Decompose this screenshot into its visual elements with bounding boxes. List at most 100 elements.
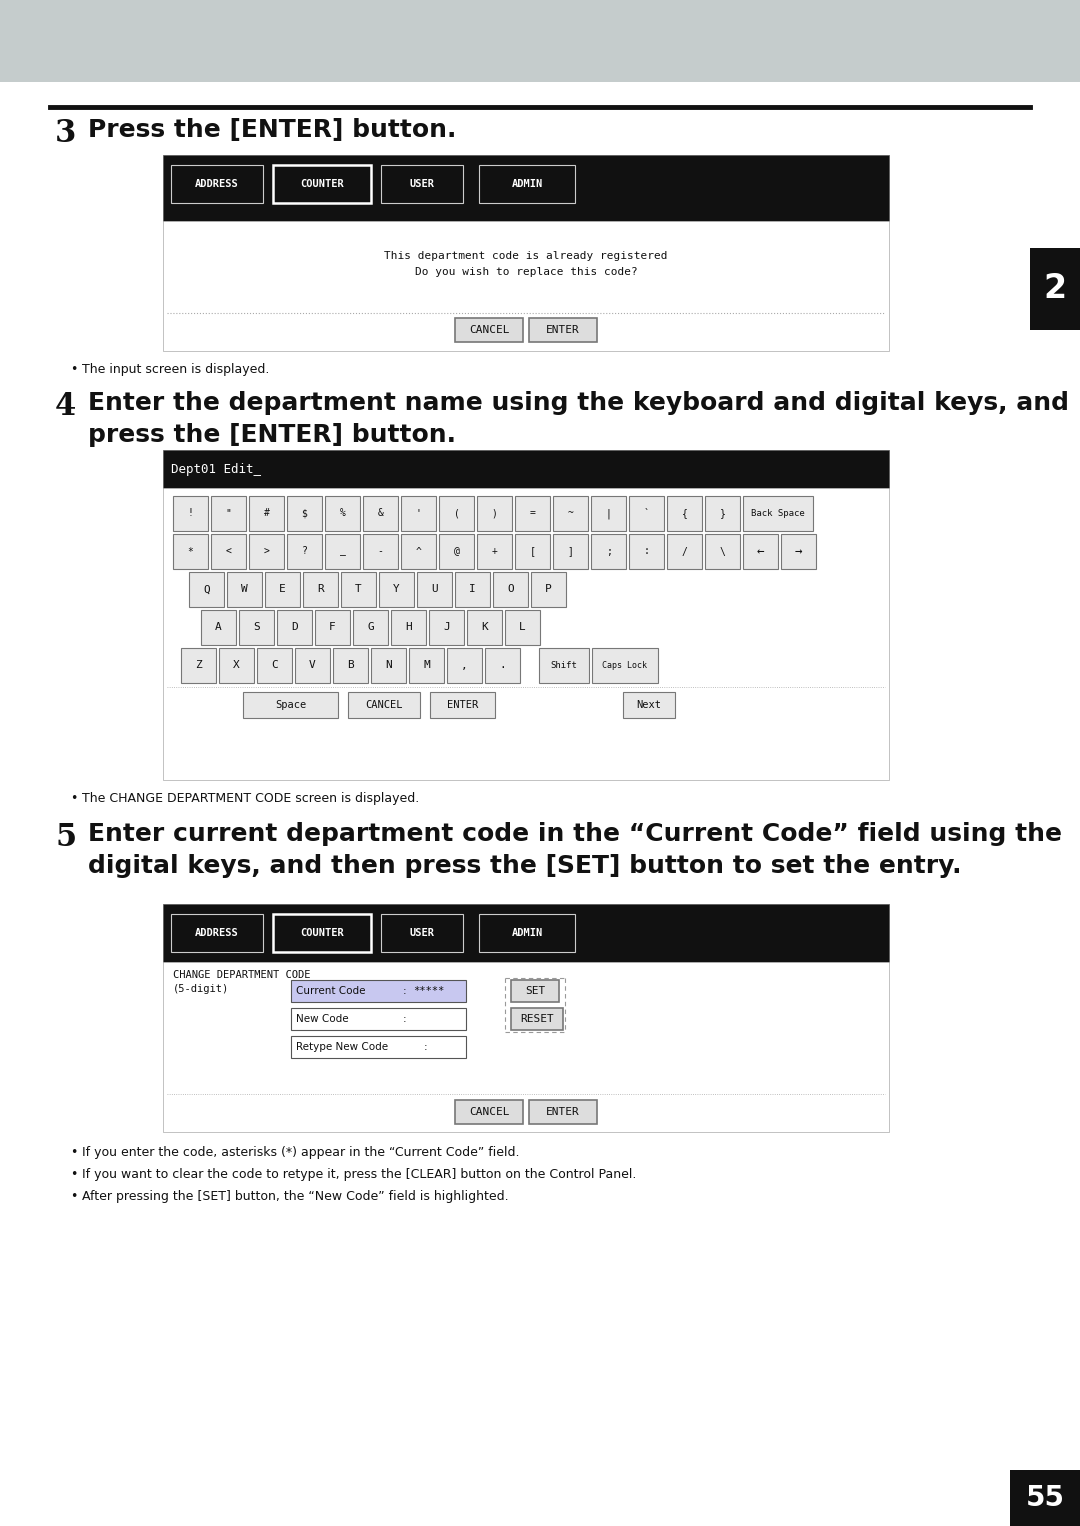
Bar [455,572,490,607]
Bar [291,1009,465,1030]
Bar [438,496,474,531]
Text: {: { [681,508,688,519]
Bar [379,572,414,607]
Text: /: / [681,546,688,557]
Text: ENTER: ENTER [546,1106,580,1117]
Bar [239,610,274,645]
Bar [529,1100,597,1125]
Text: COUNTER: COUNTER [300,179,343,189]
Bar [171,914,264,952]
Text: >: > [264,546,269,557]
Text: *****: ***** [413,986,444,996]
Bar [477,534,512,569]
Text: digital keys, and then press the [SET] button to set the entry.: digital keys, and then press the [SET] b… [87,855,961,877]
Bar [629,534,664,569]
Bar [515,534,550,569]
Text: (5-digit): (5-digit) [173,984,229,993]
Bar [189,572,224,607]
Text: COUNTER: COUNTER [300,928,343,938]
Text: N: N [386,661,392,670]
Bar [243,691,338,719]
Bar [629,496,664,531]
Text: ENTER: ENTER [546,325,580,336]
Text: 4: 4 [55,391,77,423]
Text: .: . [499,661,505,670]
Bar [667,496,702,531]
Bar [348,691,420,719]
Text: USER: USER [409,928,434,938]
Text: •: • [70,1190,78,1202]
Bar [480,165,575,203]
Text: B: B [347,661,354,670]
Bar [455,1100,523,1125]
Text: ←: ← [757,545,765,559]
Text: Current Code: Current Code [296,986,365,996]
Text: •: • [70,792,78,806]
Text: 3: 3 [55,118,77,150]
Bar [287,534,322,569]
Text: SET: SET [525,986,545,996]
Text: U: U [431,584,437,595]
Bar [480,914,575,952]
Bar [781,534,816,569]
Text: CHANGE DEPARTMENT CODE: CHANGE DEPARTMENT CODE [173,971,311,980]
Bar [163,961,889,1132]
Text: Shift: Shift [551,661,578,670]
Text: I: I [469,584,476,595]
Text: CANCEL: CANCEL [469,1106,510,1117]
Bar [341,572,376,607]
Text: <: < [226,546,231,557]
Bar [515,496,550,531]
Text: (: ( [454,508,459,519]
Text: +: + [491,546,498,557]
Text: Caps Lock: Caps Lock [603,661,648,670]
Text: Y: Y [393,584,400,595]
Bar [409,649,444,684]
Text: Next: Next [636,700,661,710]
Bar [485,649,519,684]
Text: :: : [644,546,649,557]
Bar [291,1036,465,1058]
Text: ADDRESS: ADDRESS [195,928,239,938]
Text: New Code: New Code [296,1013,349,1024]
Bar [455,317,523,342]
Text: •: • [70,1167,78,1181]
Bar [1030,249,1080,330]
Bar [391,610,426,645]
Bar [163,221,889,351]
Bar [430,691,495,719]
Text: :: : [403,1013,407,1024]
Bar [201,610,237,645]
Text: 5: 5 [55,823,76,853]
Text: X: X [233,661,240,670]
Bar [211,496,246,531]
Text: :: : [403,986,407,996]
Bar [1010,1470,1080,1526]
Bar [219,649,254,684]
Bar [743,496,813,531]
Text: 2: 2 [1043,273,1067,305]
Bar [273,165,372,203]
Text: The CHANGE DEPARTMENT CODE screen is displayed.: The CHANGE DEPARTMENT CODE screen is dis… [82,792,419,806]
Text: %: % [339,508,346,519]
Bar [743,534,778,569]
Bar [287,496,322,531]
Bar [265,572,300,607]
Bar [705,534,740,569]
Text: K: K [481,623,488,632]
Bar [705,496,740,531]
Bar [447,649,482,684]
Text: `: ` [644,508,649,519]
Text: T: T [355,584,362,595]
Bar [381,165,463,203]
Text: CANCEL: CANCEL [365,700,403,710]
Text: Enter the department name using the keyboard and digital keys, and: Enter the department name using the keyb… [87,391,1069,415]
Text: Do you wish to replace this code?: Do you wish to replace this code? [415,267,637,278]
Text: *: * [188,546,193,557]
Text: This department code is already registered: This department code is already register… [384,250,667,261]
Text: F: F [329,623,336,632]
Bar [181,649,216,684]
Text: Dept01 Edit_: Dept01 Edit_ [171,462,261,476]
Text: #: # [264,508,269,519]
Bar [553,534,588,569]
